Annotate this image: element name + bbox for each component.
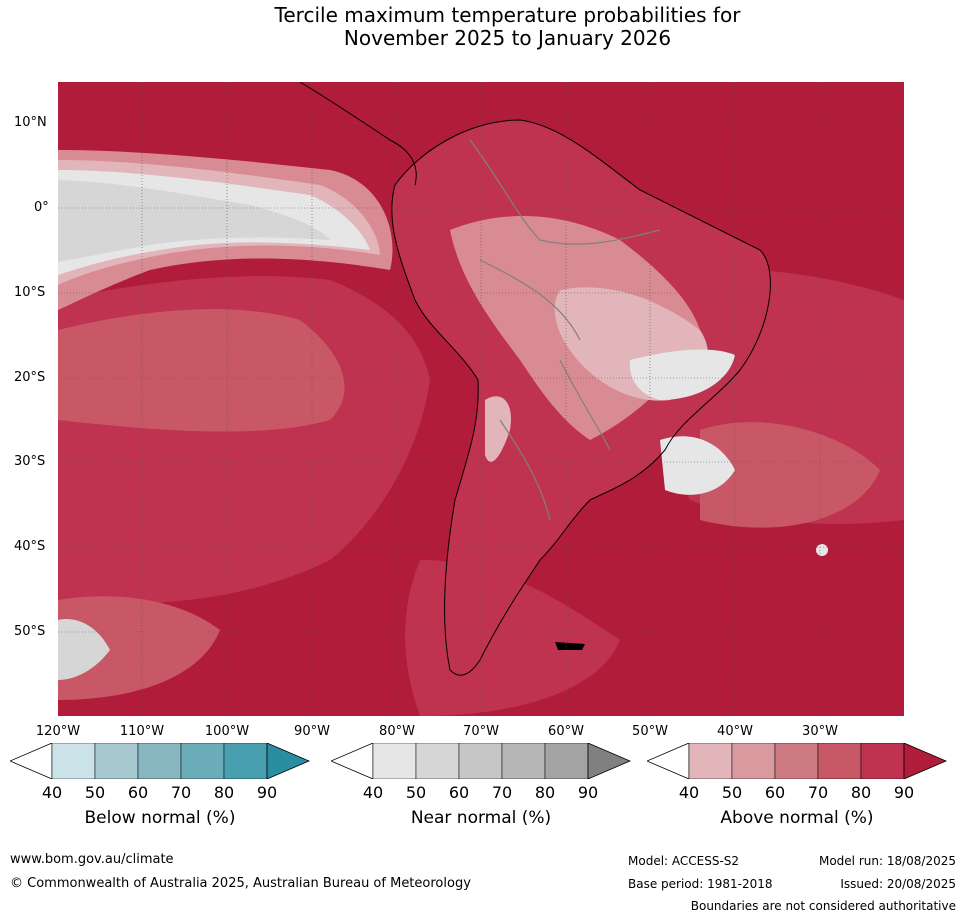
colorbar-swatch xyxy=(137,743,182,779)
colorbar-tick-label: 40 xyxy=(678,783,700,802)
graticule xyxy=(58,82,904,716)
lon-label-90w: 90°W xyxy=(294,724,330,739)
colorbar-tick-label: 60 xyxy=(764,783,786,802)
southwest-near-normal-region xyxy=(58,619,110,680)
lon-label-50w: 50°W xyxy=(632,724,668,739)
lat-label-40s: 40°S xyxy=(14,539,46,554)
colorbar-tick-label: 70 xyxy=(491,783,513,802)
colorbar-high-arrow xyxy=(903,743,947,779)
colorbar-tick-label: 80 xyxy=(534,783,556,802)
footer-model-run: Model run: 18/08/2025 xyxy=(818,854,956,868)
colorbar-below-normal xyxy=(10,743,310,779)
colorbar-high-arrow xyxy=(266,743,310,779)
colorbar-above-normal-swatches xyxy=(647,743,947,779)
footer-issued: Issued: 20/08/2025 xyxy=(840,877,956,891)
lon-label-30w: 30°W xyxy=(802,724,838,739)
colorbar-high-arrow xyxy=(587,743,631,779)
south-america-coastline xyxy=(391,119,771,676)
colorbar-tick-label: 60 xyxy=(127,783,149,802)
lat-label-20s: 20°S xyxy=(14,370,46,385)
falkland-islands xyxy=(555,642,585,650)
colorbar-tick-label: 50 xyxy=(721,783,743,802)
footer-boundaries: Boundaries are not considered authoritat… xyxy=(690,899,956,913)
lat-label-30s: 30°S xyxy=(14,454,46,469)
equatorial-pacific-near-50-region xyxy=(58,180,330,262)
offshore-atlantic-near-normal-region xyxy=(660,436,735,495)
colorbar-tick-label: 90 xyxy=(256,783,278,802)
colorbar-above-normal xyxy=(647,743,947,779)
colorbar-swatch xyxy=(372,743,417,779)
lat-label-10n: 10°N xyxy=(14,115,47,130)
colorbar-swatch xyxy=(860,743,905,779)
colorbar-swatch xyxy=(731,743,776,779)
lon-label-70w: 70°W xyxy=(463,724,499,739)
lon-label-120w: 120°W xyxy=(35,724,81,739)
atlantic-above-70-region xyxy=(700,422,880,528)
colorbar-swatch xyxy=(415,743,460,779)
colorbar-low-arrow xyxy=(10,743,53,779)
map-area xyxy=(58,82,904,716)
footer-website: www.bom.gov.au/climate xyxy=(10,852,174,867)
colorbar-tick-label: 80 xyxy=(850,783,872,802)
map-title: Tercile maximum temperature probabilitie… xyxy=(0,4,965,50)
colorbar-swatch xyxy=(688,743,733,779)
central-america-coastline xyxy=(299,82,417,186)
colorbar-tick-label: 40 xyxy=(362,783,384,802)
atlantic-near-normal-spot xyxy=(816,544,828,556)
footer-model: Model: ACCESS-S2 xyxy=(628,854,740,868)
colorbar-low-arrow xyxy=(331,743,374,779)
colorbar-tick-label: 50 xyxy=(84,783,106,802)
map-title-line2: November 2025 to January 2026 xyxy=(343,26,672,50)
colorbar-tick-label: 80 xyxy=(213,783,235,802)
colorbar-near-normal-swatches xyxy=(331,743,631,779)
lat-label-50s: 50°S xyxy=(14,624,46,639)
colorbar-near-normal xyxy=(331,743,631,779)
colorbar-swatch xyxy=(180,743,225,779)
colorbar-tick-label: 50 xyxy=(405,783,427,802)
pacific-above-70-region xyxy=(58,309,345,432)
colorbar-near-normal-title: Near normal (%) xyxy=(410,808,552,828)
colorbar-swatch xyxy=(51,743,96,779)
lon-label-100w: 100°W xyxy=(204,724,250,739)
footer-base-period: Base period: 1981-2018 xyxy=(628,877,773,891)
colorbar-tick-label: 90 xyxy=(577,783,599,802)
colorbar-swatch xyxy=(94,743,139,779)
colorbar-below-normal-swatches xyxy=(10,743,310,779)
lat-label-0: 0° xyxy=(34,200,49,215)
colorbar-swatch xyxy=(774,743,819,779)
lat-label-10s: 10°S xyxy=(14,285,46,300)
colorbar-swatch xyxy=(544,743,589,779)
andes-above-50-region xyxy=(485,396,511,462)
colorbar-below-normal-title: Below normal (%) xyxy=(84,808,236,828)
colorbar-tick-label: 40 xyxy=(41,783,63,802)
colorbar-swatch xyxy=(458,743,503,779)
lon-label-110w: 110°W xyxy=(119,724,165,739)
colorbar-low-arrow xyxy=(647,743,690,779)
lon-label-80w: 80°W xyxy=(379,724,415,739)
southwest-above-70-region xyxy=(58,596,220,700)
country-borders xyxy=(469,139,661,521)
colorbar-swatch xyxy=(501,743,546,779)
colorbar-tick-label: 90 xyxy=(893,783,915,802)
colorbar-above-normal-title: Above normal (%) xyxy=(720,808,874,828)
map-title-line1: Tercile maximum temperature probabilitie… xyxy=(274,3,741,27)
lon-label-40w: 40°W xyxy=(717,724,753,739)
colorbar-tick-label: 70 xyxy=(807,783,829,802)
colorbar-swatch xyxy=(223,743,268,779)
southeast-brazil-near-normal-region xyxy=(629,349,735,400)
colorbar-swatch xyxy=(817,743,862,779)
colorbar-tick-label: 70 xyxy=(170,783,192,802)
lon-label-60w: 60°W xyxy=(548,724,584,739)
colorbar-tick-label: 60 xyxy=(448,783,470,802)
footer-copyright: © Commonwealth of Australia 2025, Austra… xyxy=(10,876,471,891)
